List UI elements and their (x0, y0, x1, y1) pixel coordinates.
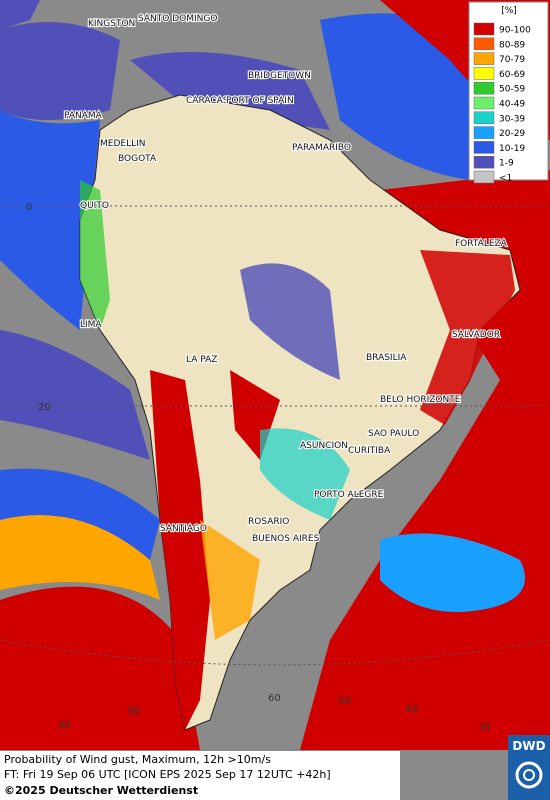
field-purple (0, 0, 40, 30)
legend-label: 30-39 (499, 114, 525, 124)
city-label: CARACAS (186, 96, 229, 106)
field-purple (0, 330, 150, 460)
caption-line: Probability of Wind gust, Maximum, 12h >… (4, 753, 271, 766)
grid-line (0, 639, 550, 666)
grid-label: 90 (58, 720, 71, 731)
legend-label: 90-100 (499, 26, 531, 36)
legend-label: 50-59 (499, 85, 525, 95)
city-label: LIMA (80, 320, 102, 330)
graticule (0, 205, 550, 666)
city-label: FORTALEZA (455, 239, 508, 249)
caption-line: FT: Fri 19 Sep 06 UTC [ICON EPS 2025 Sep… (4, 768, 331, 781)
grid-label: 50 (338, 696, 351, 707)
field-green (80, 180, 110, 330)
field-red (0, 586, 200, 750)
legend-label: 40-49 (499, 100, 525, 110)
legend-label: 60-69 (499, 70, 525, 80)
city-label: SANTO DOMINGO (138, 14, 217, 24)
field-purple (0, 22, 120, 120)
caption-line: ©2025 Deutscher Wetterdienst (4, 784, 198, 797)
city-label: SALVADOR (452, 330, 500, 340)
grid-label: 80 (128, 706, 141, 717)
legend-label: <1 (499, 174, 512, 184)
field-blue (0, 468, 160, 560)
grid-label: 30 (478, 722, 491, 733)
city-label: PORT OF SPAIN (226, 96, 294, 106)
legend-title: [%] (501, 6, 517, 16)
legend-label: 10-19 (499, 144, 525, 154)
city-label: SAO PAULO (368, 429, 419, 439)
city-label: ASUNCION (300, 441, 348, 451)
legend-swatch (473, 111, 495, 125)
city-label: PORTO ALEGRE (314, 490, 384, 500)
legend-swatch (473, 96, 495, 110)
legend-label: 1-9 (499, 159, 514, 169)
field-blue (380, 533, 525, 612)
grid-label: 40 (405, 704, 418, 715)
legend-swatch (473, 170, 495, 184)
city-label: CURITIBA (348, 446, 391, 456)
legend-swatch (473, 22, 495, 36)
cities: KINGSTON SANTO DOMINGO BRIDGETOWN CARACA… (63, 13, 509, 545)
legend-swatch (473, 81, 495, 95)
grid-label: 20 (38, 402, 51, 413)
field-orange (200, 520, 260, 640)
legend-swatch (473, 155, 495, 169)
city-label: MEDELLIN (100, 139, 145, 149)
logo-box (508, 735, 550, 800)
legend-swatch (473, 52, 495, 65)
city-label: BOGOTA (118, 154, 157, 164)
city-label: ROSARIO (248, 517, 289, 527)
legend-swatch (473, 67, 495, 80)
legend-label: 20-29 (499, 129, 525, 139)
city-label: PANAMA (64, 111, 103, 121)
logo-swirl (515, 761, 543, 789)
logo-swirl (523, 769, 535, 781)
city-label: SANTIAGO (160, 524, 207, 534)
field-red (420, 250, 515, 425)
legend-swatch (473, 126, 495, 139)
logo-text: DWD (512, 739, 545, 753)
city-label: BRIDGETOWN (248, 71, 311, 81)
andes-red (150, 370, 210, 730)
legend-label: 70-79 (499, 55, 525, 65)
legend-label: 80-89 (499, 40, 525, 50)
field-blue (0, 110, 100, 330)
city-label: PARAMARIBO (292, 143, 351, 153)
field-purple (130, 52, 330, 130)
city-label: BUENOS AIRES (252, 534, 320, 544)
grid-labels: 0 20 90 80 60 50 40 30 (26, 202, 491, 733)
city-label: BRASILIA (366, 353, 407, 363)
field-orange (0, 515, 160, 600)
grid-label: 0 (26, 202, 32, 213)
city-label: LA PAZ (186, 355, 217, 365)
field-purple (240, 263, 340, 380)
city-label: KINGSTON (88, 19, 135, 29)
field-blue (320, 13, 470, 181)
legend-swatch (473, 37, 495, 51)
legend-swatch (473, 141, 495, 154)
city-label: QUITO (80, 201, 109, 211)
grid-label: 60 (268, 693, 281, 704)
field-cyan (260, 428, 350, 520)
city-label: BELO HORIZONTE (380, 395, 461, 405)
legend: 90-100 80-89 70-79 60-69 50-59 40-49 30-39 20-2… (473, 22, 531, 184)
caption-box (0, 751, 400, 800)
